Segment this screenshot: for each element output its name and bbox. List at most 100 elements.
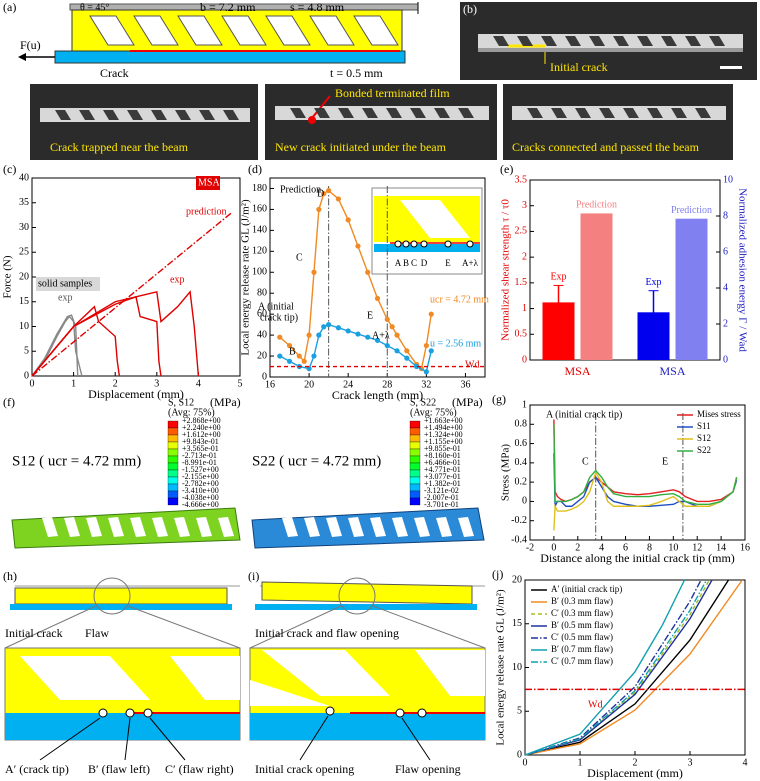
caption: S22 ( ucr = 4.72 mm) <box>252 453 381 469</box>
x-tick-label: MSA <box>659 364 685 378</box>
substrate <box>54 50 406 64</box>
bar-label: Exp <box>645 277 661 288</box>
hole <box>174 517 190 537</box>
color-level: -4.038e+00 <box>182 493 219 502</box>
color-block <box>409 448 421 457</box>
photo <box>503 84 733 160</box>
data-point <box>335 325 342 331</box>
y-tick-label: 0.4 <box>515 457 528 468</box>
sample <box>512 106 726 120</box>
data-point <box>286 342 293 349</box>
y-tick-label: -0.4 <box>511 534 527 545</box>
hole <box>103 110 119 120</box>
data-point <box>345 217 351 223</box>
data-point <box>413 363 420 370</box>
y-tick-label: 20 <box>19 271 29 282</box>
color-block <box>167 469 179 478</box>
photo-row: Crack trapped near the beam Bonded termi… <box>30 84 733 160</box>
hole <box>575 108 591 118</box>
y-tick-label: 2.5 <box>515 226 528 237</box>
plot-frame <box>269 177 486 378</box>
series-line <box>524 579 730 756</box>
y-tick-label: 0.6 <box>515 438 528 449</box>
data-point <box>277 353 283 359</box>
hole <box>685 36 701 46</box>
y-tick-label: 30 <box>19 222 29 233</box>
hole <box>392 517 408 537</box>
data-point <box>428 311 434 317</box>
panel-label: (j) <box>492 567 503 581</box>
annotation: Flaw opening <box>395 762 461 776</box>
hole <box>565 36 581 46</box>
data-point <box>345 328 351 334</box>
sample <box>275 106 489 120</box>
color-block <box>409 497 421 506</box>
x-tick-label: 20 <box>304 379 314 390</box>
y2-tick-label: 10 <box>723 174 733 185</box>
panel-i: (i) Initial crack and flaw opening Initi… <box>248 569 486 776</box>
x-tick-label: 4 <box>599 542 604 553</box>
data-point <box>306 366 312 372</box>
y2-tick-label: 4 <box>723 282 728 293</box>
data-point <box>316 206 322 213</box>
hole <box>709 36 725 46</box>
data-point <box>374 295 381 302</box>
substrate <box>10 604 232 610</box>
hole <box>436 517 452 537</box>
series-line <box>31 212 233 377</box>
hole <box>42 517 58 537</box>
hole <box>177 15 223 46</box>
hole <box>415 650 485 696</box>
annotation: Initial crack <box>550 60 608 74</box>
inset-label: D <box>421 258 428 268</box>
hole <box>458 517 474 537</box>
data-point <box>394 332 400 338</box>
x-tick-label: 4 <box>743 757 748 768</box>
annotation: Flaw <box>85 626 109 640</box>
zoom-line <box>249 605 342 649</box>
arrow <box>39 717 101 761</box>
hole <box>410 108 426 118</box>
legend-avg: (Avg: 75%) <box>168 407 215 418</box>
hole <box>613 36 629 46</box>
legend-label: C′ (0.5 mm flaw) <box>551 632 613 642</box>
color-block <box>167 462 179 471</box>
color-block <box>167 434 179 443</box>
annotation: exp <box>170 274 184 285</box>
data-point <box>423 342 429 349</box>
inset-point <box>394 240 402 248</box>
panel-h: (h) Initial crack Flaw A′ (crack tip) B′… <box>3 569 241 776</box>
point <box>143 708 153 718</box>
color-level: -2.782e+00 <box>182 479 219 488</box>
y-tick-label: 40 <box>257 329 267 340</box>
y-tick-label: 5 <box>517 706 522 717</box>
dim-t: t = 0.5 mm <box>330 66 383 80</box>
y-axis-label: Stress (MPa) <box>500 444 512 501</box>
color-level: +2.240e+00 <box>182 423 221 432</box>
color-level: +8.160e-01 <box>424 451 461 460</box>
y-tick-label: 20 <box>257 350 267 361</box>
annotation: E <box>367 310 373 321</box>
photo <box>265 84 497 160</box>
data-point <box>428 348 434 354</box>
point <box>417 708 427 718</box>
hole <box>175 110 191 120</box>
hole <box>262 650 390 696</box>
bar-label: Exp <box>550 272 566 283</box>
annotation: E <box>662 456 668 467</box>
data-point <box>321 191 327 197</box>
y-tick-label: 0 <box>262 371 267 382</box>
color-block <box>409 455 421 464</box>
x-tick-label: 1 <box>71 378 76 389</box>
substrate <box>250 713 485 740</box>
x-tick-label: 1 <box>578 757 583 768</box>
legend-title: S, S12 <box>168 397 194 408</box>
y2-tick-label: 2 <box>723 318 728 329</box>
series-line <box>31 290 200 377</box>
legend-label: B′ (0.3 mm flaw) <box>551 596 613 606</box>
panel-label: (d) <box>248 162 262 176</box>
color-level: +1.155e+00 <box>424 437 463 446</box>
panel-label: (e) <box>500 162 513 176</box>
data-point <box>286 358 293 364</box>
